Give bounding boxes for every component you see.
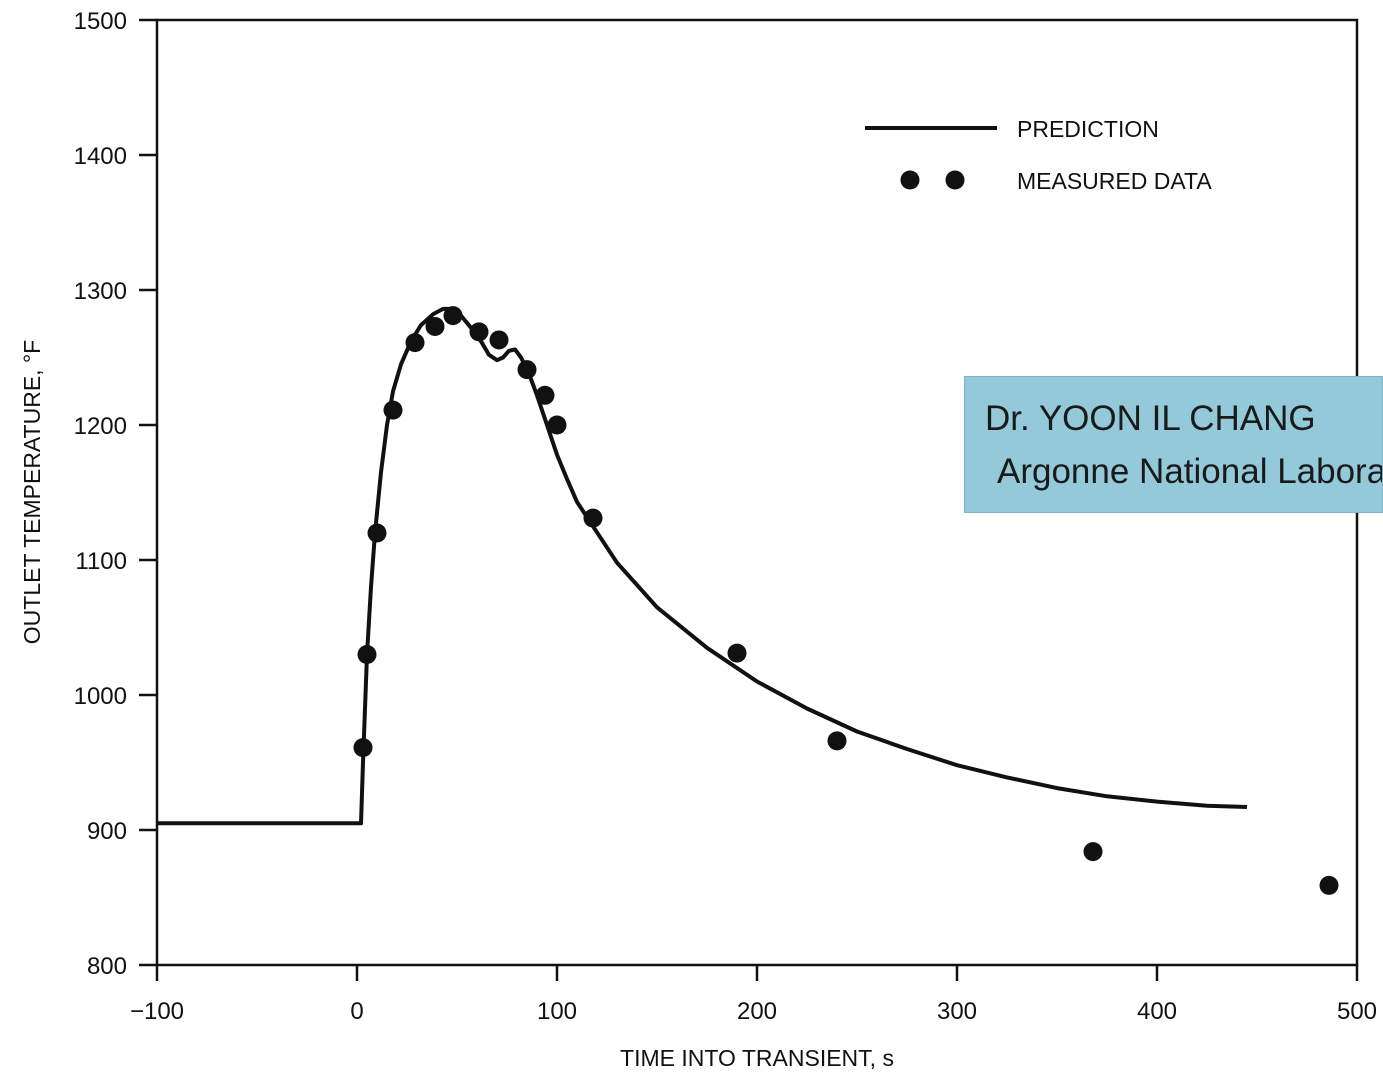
- y-tick-label: 900: [87, 818, 127, 845]
- measured-data-point: [383, 400, 403, 420]
- y-tick-label: 800: [87, 953, 127, 980]
- measured-data-point: [405, 333, 425, 353]
- x-tick-label: 400: [1137, 998, 1177, 1025]
- measured-data-point: [353, 738, 373, 758]
- measured-data-point: [827, 731, 847, 751]
- x-tick-label: 0: [350, 998, 363, 1025]
- x-tick-label: −100: [130, 998, 184, 1025]
- x-tick-label: 100: [537, 998, 577, 1025]
- measured-data-point: [367, 523, 387, 543]
- y-tick-label: 1400: [74, 143, 127, 170]
- y-axis-ticks: 800 900 1000 1100 1200 1300 1400 1500: [74, 8, 157, 980]
- measured-data-point: [357, 645, 377, 664]
- prediction-line: [157, 306, 1248, 826]
- measured-data-point: [1319, 875, 1339, 895]
- legend: PREDICTION MEASURED DATA: [865, 116, 1212, 194]
- x-axis-ticks: −100 0 100 200 300 400 500: [130, 965, 1377, 1025]
- measured-data-point: [727, 643, 747, 663]
- measured-data-point: [469, 322, 489, 342]
- x-tick-label: 500: [1337, 998, 1377, 1025]
- y-tick-label: 1100: [75, 548, 127, 575]
- legend-measured-marker: [945, 170, 965, 190]
- measured-data-points: [353, 306, 1339, 895]
- x-axis-title: TIME INTO TRANSIENT, s: [620, 1045, 894, 1071]
- y-axis-title: OUTLET TEMPERATURE, °F: [19, 340, 45, 644]
- x-tick-label: 200: [737, 998, 777, 1025]
- y-tick-label: 1500: [74, 8, 127, 35]
- measured-data-point: [547, 415, 567, 435]
- legend-prediction-label: PREDICTION: [1017, 116, 1159, 142]
- measured-data-point: [443, 306, 463, 326]
- y-tick-label: 1300: [74, 278, 127, 305]
- speaker-affiliation: Argonne National Laboratory: [997, 452, 1382, 491]
- legend-measured-label: MEASURED DATA: [1017, 168, 1212, 194]
- y-tick-label: 1000: [74, 683, 127, 710]
- speaker-caption-box: Dr. YOON IL CHANG Argonne National Labor…: [964, 376, 1383, 513]
- measured-data-point: [583, 508, 603, 528]
- measured-data-point: [535, 385, 555, 405]
- x-tick-label: 300: [937, 998, 977, 1025]
- measured-data-point: [489, 330, 509, 350]
- measured-data-point: [517, 360, 537, 380]
- legend-measured-marker: [900, 170, 920, 190]
- y-tick-label: 1200: [74, 413, 127, 440]
- speaker-name: Dr. YOON IL CHANG: [985, 399, 1316, 438]
- measured-data-point: [1083, 842, 1103, 862]
- measured-data-point: [425, 316, 445, 336]
